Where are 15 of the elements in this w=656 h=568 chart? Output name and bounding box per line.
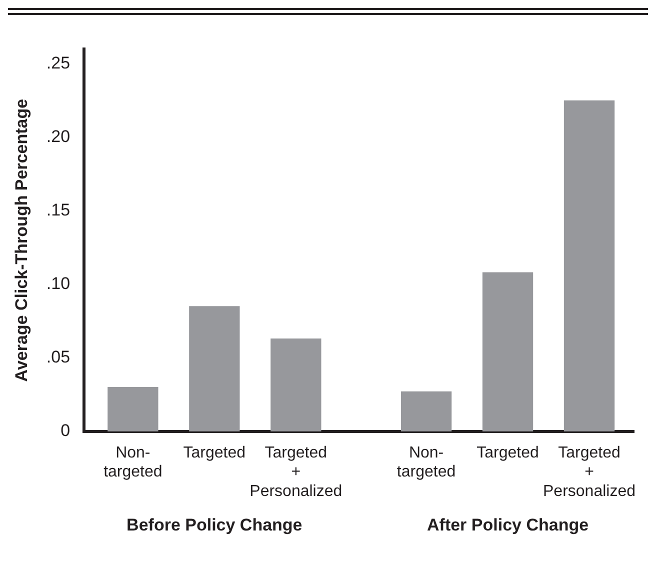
x-tick-label: Non-targeted: [104, 444, 162, 481]
y-tick-label: .15: [46, 200, 70, 220]
x-tick-label: Targeted + Personalized: [250, 444, 342, 500]
text: Before Policy Change: [126, 516, 302, 535]
x-tick-label: Non-targeted: [396, 444, 456, 481]
y-tick-label: 0: [60, 421, 70, 440]
x-tick-label: Targeted: [476, 444, 539, 462]
y-axis-title: Average Click-Through Percentage: [12, 98, 31, 382]
y-tick-label: .05: [46, 348, 70, 367]
x-tick-label: Targeted: [183, 444, 246, 462]
y-tick-label: .10: [46, 274, 70, 294]
y-tick-label: .25: [46, 54, 70, 73]
y-tick-label: .20: [46, 127, 70, 146]
x-tick-label: Targeted + Personalized: [543, 444, 636, 500]
text: After Policy Change: [427, 516, 589, 535]
